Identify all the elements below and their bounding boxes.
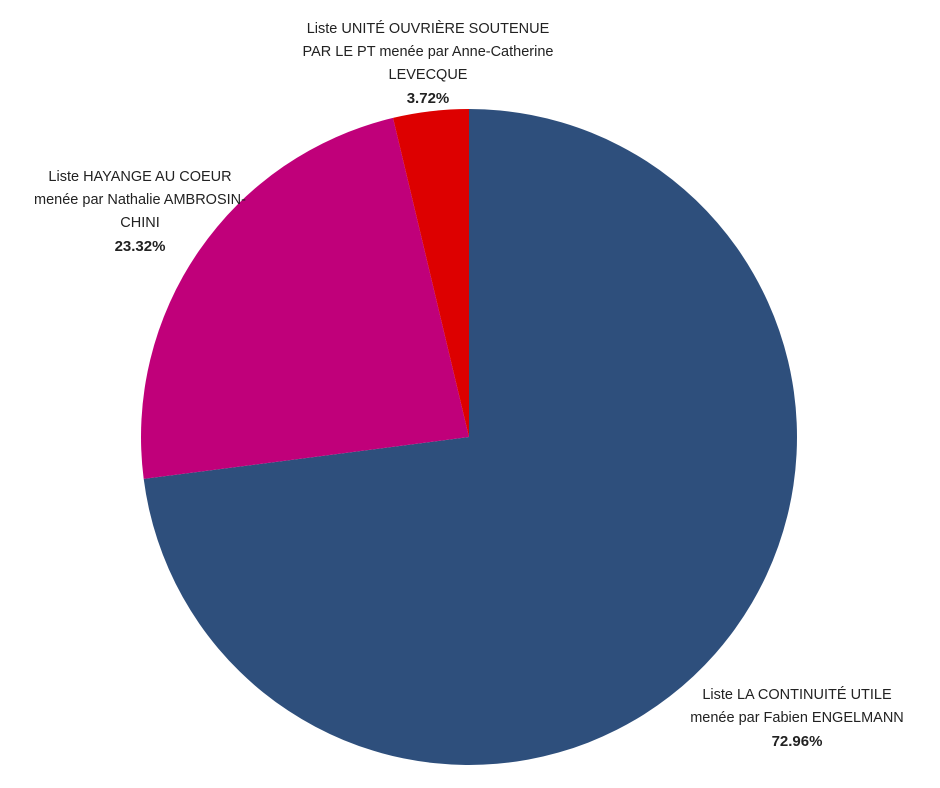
- pie-slice: [141, 117, 469, 479]
- category-label: Liste LA CONTINUITÉ UTILE menée par Fabi…: [690, 687, 904, 726]
- pie-slice: [393, 109, 469, 437]
- value-label: 3.72%: [406, 90, 450, 107]
- category-label: Liste HAYANGE AU COEUR menée par Nathali…: [34, 169, 246, 231]
- slice-label: Liste UNITÉ OUVRIÈRE SOUTENUE PAR LE PT …: [298, 18, 558, 110]
- pie-slice: [143, 109, 797, 765]
- value-label: 72.96%: [771, 733, 823, 750]
- slice-label: Liste LA CONTINUITÉ UTILE menée par Fabi…: [682, 684, 912, 753]
- value-label: 23.32%: [114, 238, 166, 255]
- slice-label: Liste HAYANGE AU COEUR menée par Nathali…: [25, 166, 255, 258]
- category-label: Liste UNITÉ OUVRIÈRE SOUTENUE PAR LE PT …: [302, 21, 554, 83]
